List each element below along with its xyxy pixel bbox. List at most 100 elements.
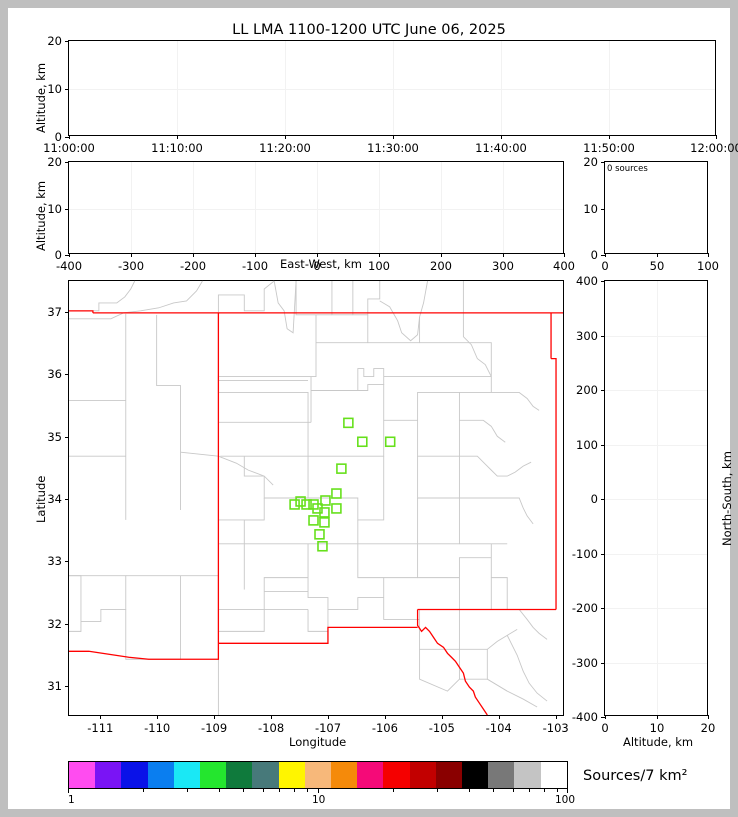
- y-tick-label: -200: [571, 601, 598, 615]
- tick: [468, 789, 470, 792]
- east-west-height-panel[interactable]: 0 10 20 -400 -300 -200 -100 0 100 200 30…: [47, 155, 575, 273]
- tick: [601, 717, 605, 718]
- y-tick-label: -400: [571, 710, 598, 724]
- tick: [601, 444, 605, 446]
- x-tick-label: 0: [601, 721, 609, 735]
- tick: [65, 162, 69, 163]
- colorbar-segment-14: [435, 762, 463, 788]
- y-tick-label: 0: [54, 248, 62, 262]
- y-tick-label: 20: [47, 155, 62, 169]
- gridline: [503, 162, 504, 253]
- x-tick-label: -105: [428, 721, 455, 735]
- gridline: [605, 608, 707, 609]
- sources-density-colorbar[interactable]: [68, 761, 568, 789]
- tick: [501, 135, 502, 139]
- tick: [441, 253, 442, 257]
- ew-panel-ylabel: Altitude, km: [34, 180, 48, 251]
- plan-view-map-panel[interactable]: 37 36 35 34 33 32 31 -111 -110 -109 -108…: [47, 280, 569, 735]
- gridline: [605, 390, 707, 391]
- tick: [555, 715, 557, 719]
- tick: [601, 553, 605, 555]
- tick: [564, 253, 565, 257]
- tick: [512, 789, 514, 792]
- tick: [556, 789, 558, 792]
- x-tick-label: -106: [371, 721, 398, 735]
- y-tick-label: 100: [576, 437, 598, 452]
- tick: [441, 715, 443, 719]
- colorbar-tick-label: 10: [312, 794, 326, 806]
- tick: [285, 135, 286, 139]
- y-tick-label: 0: [54, 130, 62, 144]
- tick: [187, 789, 189, 792]
- colorbar-segment-8: [278, 762, 305, 788]
- tick: [716, 135, 717, 139]
- tick: [271, 715, 273, 719]
- tick: [317, 253, 318, 257]
- gridline: [177, 41, 178, 135]
- colorbar-container: 1 10 100: [68, 761, 575, 806]
- colorbar-segment-1: [95, 762, 122, 788]
- tick: [69, 135, 70, 139]
- x-tick-label: 300: [492, 259, 514, 273]
- x-tick-label: 20: [700, 721, 716, 735]
- x-tick-label: 11:50:00: [583, 141, 635, 155]
- colorbar-segment-6: [226, 762, 253, 788]
- tick: [279, 789, 281, 792]
- y-tick-label: -300: [571, 655, 598, 670]
- colorbar-segment-10: [331, 762, 358, 788]
- colorbar-segment-7: [252, 762, 279, 788]
- y-tick-label: 20: [583, 155, 598, 169]
- tick: [65, 89, 69, 90]
- tick: [543, 789, 545, 792]
- gridline: [69, 89, 715, 90]
- colorbar-segment-12: [383, 762, 410, 788]
- map-geometry: [69, 280, 563, 716]
- tick: [384, 715, 386, 719]
- tick: [318, 789, 319, 793]
- tick: [293, 789, 295, 792]
- x-tick-label: -108: [258, 721, 285, 735]
- colorbar-segment-13: [409, 762, 436, 788]
- tick: [177, 135, 178, 139]
- tick: [503, 253, 504, 257]
- colorbar-tick-label: 1: [68, 794, 75, 806]
- ns-panel-ylabel: North-South, km: [720, 451, 734, 546]
- time-height-panel[interactable]: 0 10 20 11:00:00 11:10:00 11:20:00 11:30…: [43, 34, 738, 155]
- x-tick-label: 50: [649, 259, 665, 273]
- gridline: [193, 162, 194, 253]
- tick: [65, 255, 69, 256]
- tick: [529, 789, 531, 792]
- y-tick-label: -100: [571, 546, 598, 561]
- x-tick-label: 10: [649, 721, 665, 735]
- tick: [708, 253, 709, 257]
- north-south-height-panel[interactable]: 400 300 200 100 0 -100 -200 -300 -400 0 …: [572, 274, 715, 735]
- tick: [601, 335, 605, 337]
- gridline: [379, 162, 380, 253]
- tick: [379, 253, 380, 257]
- x-tick-label: -107: [314, 721, 342, 735]
- colorbar-segment-0: [69, 762, 96, 788]
- x-tick-label: -111: [87, 721, 114, 735]
- tick: [65, 137, 69, 138]
- colorbar-segment-3: [147, 762, 174, 788]
- ew-panel-xlabel: East-West, km: [280, 257, 362, 271]
- y-tick-label: 37: [47, 305, 62, 320]
- tick: [100, 715, 102, 719]
- tick: [65, 208, 69, 210]
- tick: [498, 715, 500, 719]
- tick: [157, 715, 159, 719]
- tick: [601, 662, 605, 664]
- tick: [601, 608, 605, 609]
- gridline: [393, 41, 394, 135]
- tick: [131, 253, 132, 257]
- y-tick-label: 300: [576, 328, 598, 343]
- gridline: [501, 41, 502, 135]
- tick: [657, 715, 658, 719]
- altitude-histogram-panel[interactable]: 0 10 20 0 50 100 0 sources: [583, 155, 719, 273]
- tick: [492, 789, 494, 792]
- gridline: [605, 444, 707, 446]
- gridline: [255, 162, 256, 253]
- tick: [567, 789, 568, 793]
- tick: [218, 789, 220, 792]
- y-tick-label: 34: [47, 492, 62, 506]
